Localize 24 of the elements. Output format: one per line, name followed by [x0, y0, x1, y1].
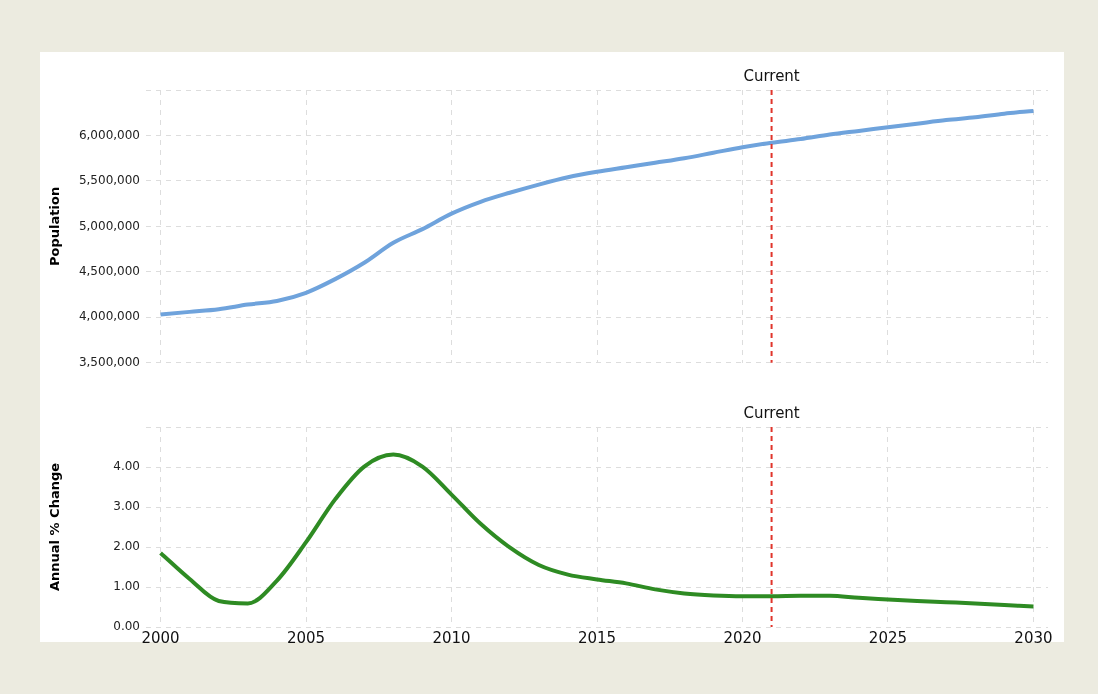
ref-line-label: Current	[743, 67, 800, 86]
y-axis-title: Annual % Change	[47, 462, 63, 592]
x-tick-label: 2025	[868, 628, 908, 647]
y-tick-label: 4.00	[113, 459, 140, 474]
ref-line-label: Current	[743, 404, 800, 423]
y-tick-label: 4,000,000	[78, 309, 140, 324]
x-tick-label: 2005	[286, 628, 326, 647]
line-series	[158, 108, 1036, 317]
x-tick-label: 2000	[141, 628, 180, 647]
y-axis-title: Population	[47, 186, 63, 266]
y-tick-label: 6,000,000	[78, 127, 140, 142]
y-tick-label: 2.00	[113, 539, 140, 554]
x-tick-label: 2030	[1014, 628, 1053, 647]
y-tick-label: 5,000,000	[78, 218, 140, 233]
x-tick-label: 2015	[577, 628, 617, 647]
y-tick-label: 0.00	[113, 619, 140, 634]
y-tick-label: 1.00	[113, 579, 140, 594]
y-tick-label: 5,500,000	[78, 173, 140, 188]
line-series	[158, 452, 1036, 609]
x-tick-label: 2020	[723, 628, 762, 647]
y-tick-label: 3,500,000	[78, 354, 140, 369]
x-tick-label: 2010	[432, 628, 471, 647]
y-tick-label: 3.00	[113, 499, 140, 514]
y-tick-label: 4,500,000	[78, 263, 140, 278]
